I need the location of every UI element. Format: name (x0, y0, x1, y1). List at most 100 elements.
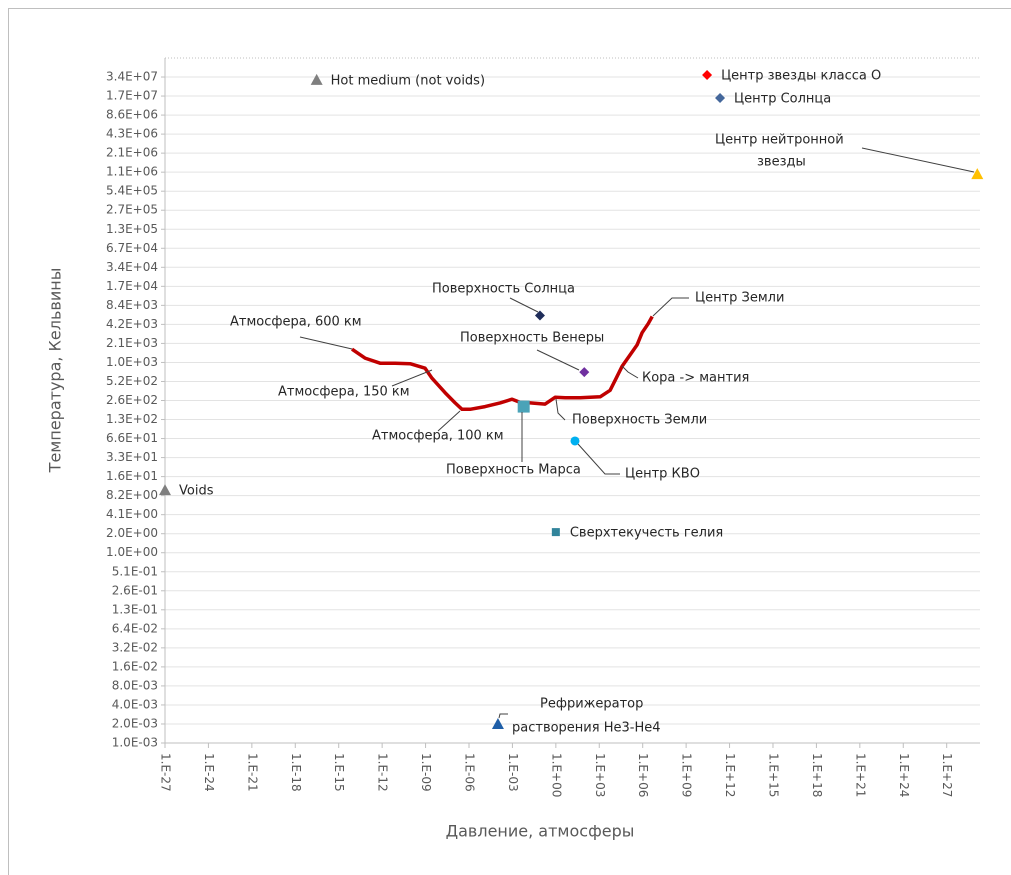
x-tick-label: 1.E+12 (723, 753, 737, 797)
x-tick-label: 1.E-15 (332, 753, 346, 792)
y-tick-label: 1.3E+02 (106, 412, 158, 426)
y-tick-label: 4.0E-03 (112, 697, 158, 711)
leader-line (391, 369, 433, 387)
y-tick-label: 4.3E+06 (106, 127, 158, 141)
leader-line (536, 349, 580, 371)
y-tick-label: 1.0E+03 (106, 355, 158, 369)
y-tick-label: 2.7E+05 (106, 203, 158, 217)
annotation: Атмосфера, 100 км (372, 429, 504, 444)
chart-frame (8, 8, 1011, 875)
y-tick-label: 5.1E-01 (112, 564, 158, 578)
leader-line (555, 398, 566, 421)
annotation: Поверхность Венеры (460, 331, 604, 346)
marker-square (551, 528, 560, 537)
x-tick-label: 1.E-27 (159, 753, 173, 792)
leader-line (577, 443, 620, 475)
y-axis-title: Температура, Кельвины (46, 268, 65, 474)
y-tick-label: 8.6E+06 (106, 108, 158, 122)
point-label: Сверхтекучесть гелия (570, 526, 723, 541)
marker-triangle (491, 717, 504, 729)
y-tick-label: 6.4E-02 (112, 621, 158, 635)
x-tick-label: 1.E-03 (506, 753, 520, 792)
marker-diamond (715, 93, 726, 104)
marker-triangle (159, 484, 171, 496)
y-tick-label: 8.0E-03 (112, 678, 158, 692)
y-tick-label: 1.0E-03 (112, 736, 158, 750)
annotation: звезды (757, 155, 806, 170)
point-label: Центр Солнца (734, 92, 831, 107)
annotation: Атмосфера, 600 км (230, 315, 362, 330)
annotation: Центр Земли (695, 291, 784, 306)
x-tick-label: 1.E-21 (245, 753, 259, 792)
y-tick-label: 8.4E+03 (106, 298, 158, 312)
x-tick-label: 1.E-09 (419, 753, 433, 792)
y-tick-label: 5.4E+05 (106, 184, 158, 198)
y-tick-label: 1.7E+04 (106, 279, 158, 293)
annotation: Центр КВО (625, 467, 700, 482)
point-label: Voids (179, 484, 214, 499)
annotation: Атмосфера, 150 км (278, 385, 410, 400)
leader-line (509, 297, 539, 313)
y-tick-label: 1.0E+00 (106, 545, 158, 559)
x-tick-label: 1.E+21 (853, 753, 867, 797)
x-tick-label: 1.E+24 (897, 753, 911, 797)
y-tick-label: 2.1E+03 (106, 336, 158, 350)
y-tick-label: 2.0E-03 (112, 716, 158, 730)
y-tick-label: 3.2E-02 (112, 640, 158, 654)
leader-line (652, 297, 689, 317)
y-tick-label: 1.6E-02 (112, 659, 158, 673)
y-tick-label: 3.3E+01 (106, 450, 158, 464)
x-tick-label: 1.E+15 (766, 753, 780, 797)
annotation: Центр нейтронной (715, 133, 844, 148)
y-tick-label: 3.4E+04 (106, 260, 158, 274)
x-tick-label: 1.E+09 (680, 753, 694, 797)
y-tick-label: 4.1E+00 (106, 507, 158, 521)
marker-circle (570, 436, 580, 446)
y-tick-label: 2.0E+00 (106, 526, 158, 540)
marker-diamond (579, 367, 590, 378)
marker-diamond (534, 310, 545, 321)
x-tick-label: 1.E-06 (462, 753, 476, 792)
x-tick-label: 1.E+00 (549, 753, 563, 797)
y-tick-label: 1.1E+06 (106, 165, 158, 179)
marker-diamond (702, 69, 713, 80)
annotation: растворения He3-He4 (512, 721, 660, 736)
x-tick-label: 1.E-12 (376, 753, 390, 792)
leader-line (621, 365, 639, 379)
x-axis-title: Давление, атмосферы (446, 822, 635, 841)
leader-line (498, 713, 508, 719)
x-tick-label: 1.E+03 (593, 753, 607, 797)
leader-line (299, 336, 353, 350)
y-tick-label: 4.2E+03 (106, 317, 158, 331)
y-tick-label: 2.1E+06 (106, 146, 158, 160)
y-tick-label: 8.2E+00 (106, 488, 158, 502)
y-tick-label: 2.6E-01 (112, 583, 158, 597)
x-tick-label: 1.E+06 (636, 753, 650, 797)
point-label: Центр звезды класса О (721, 68, 881, 83)
annotation: Рефрижератор (540, 697, 643, 712)
x-tick-label: 1.E+18 (810, 753, 824, 797)
y-tick-label: 5.2E+02 (106, 374, 158, 388)
leader-line (861, 147, 975, 173)
marker-triangle (971, 168, 984, 180)
y-tick-label: 1.3E+05 (106, 222, 158, 236)
x-tick-label: 1.E-24 (202, 753, 216, 792)
annotation: Поверхность Солнца (432, 282, 575, 297)
leader-line (437, 410, 461, 432)
y-tick-label: 1.3E-01 (112, 602, 158, 616)
y-tick-label: 1.7E+07 (106, 89, 158, 103)
annotation: Кора -> мантия (642, 371, 749, 386)
marker-square (517, 400, 530, 413)
point-label: Hot medium (not voids) (331, 73, 485, 88)
x-tick-label: 1.E+27 (940, 753, 954, 797)
annotation: Поверхность Земли (572, 413, 707, 428)
annotation: Поверхность Марса (446, 463, 581, 478)
y-tick-label: 1.6E+01 (106, 469, 158, 483)
y-tick-label: 3.4E+07 (106, 70, 158, 84)
marker-triangle (310, 73, 323, 85)
y-tick-label: 6.7E+04 (106, 241, 158, 255)
x-tick-label: 1.E-18 (289, 753, 303, 792)
y-tick-label: 6.6E+01 (106, 431, 158, 445)
y-tick-label: 2.6E+02 (106, 393, 158, 407)
